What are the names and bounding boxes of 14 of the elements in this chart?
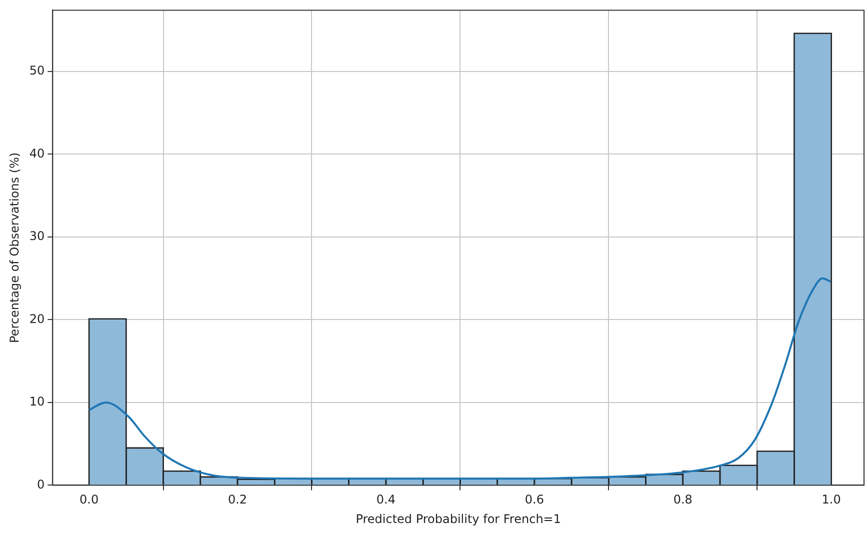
y-tick-label: 50 — [29, 64, 45, 78]
x-tick-label: 1.0 — [822, 492, 841, 507]
x-tick-label: 0.2 — [228, 492, 248, 507]
y-tick-label: 20 — [29, 312, 45, 326]
x-axis-title: Predicted Probability for French=1 — [356, 512, 561, 526]
x-tick-label: 0.8 — [673, 492, 692, 507]
y-tick-label: 10 — [29, 394, 45, 409]
y-axis-title: Percentage of Observations (%) — [7, 152, 22, 344]
y-tick-label: 30 — [29, 229, 45, 244]
x-tick-label: 0.6 — [524, 492, 544, 507]
x-tick-label: 0.4 — [376, 492, 396, 507]
y-tick-label: 40 — [29, 146, 45, 160]
y-tick-label: 0 — [37, 477, 45, 492]
x-tick-label: 0.0 — [79, 492, 99, 507]
